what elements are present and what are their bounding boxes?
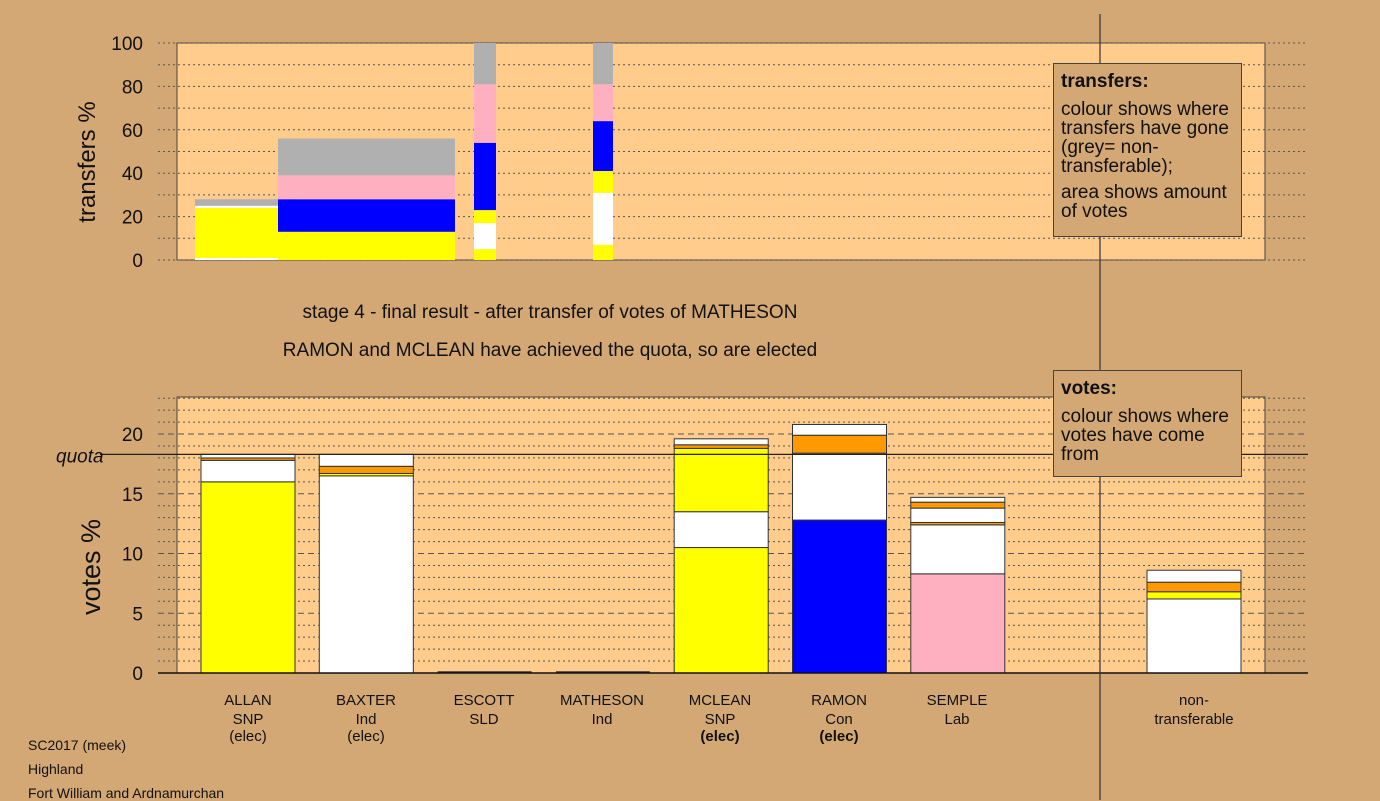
votes-tick-label: 20 [122,425,143,446]
vote-segment-SEMPLE [910,524,1006,575]
quota-label: quota [56,446,104,467]
transfer-segment-Lab [474,84,496,143]
transfer-segment-Ind [195,257,301,260]
vote-segment-non-transferable [1146,598,1242,674]
vote-segment-MCLEAN [673,547,769,674]
transfer-segment-SNP [474,210,496,224]
caption-elected: RAMON and MCLEAN have achieved the quota… [282,340,818,361]
transfer-segment-Ind [593,192,613,245]
transfer-segment-Con [474,142,496,211]
vote-segment-BAXTER [318,475,414,674]
transfers-axis-label: transfers % [74,101,101,222]
candidate-label: non-transferable [1139,691,1249,729]
vote-segment-ALLAN [200,481,296,674]
votes-tick-label: 10 [122,545,143,566]
candidate-name: RAMON [811,692,867,709]
candidate-status: (elec) [347,728,385,745]
votes-tick-label: 15 [122,485,143,506]
candidate-name: SEMPLE [926,692,988,709]
vote-segment-RAMON [792,423,887,436]
transfers-tick-label: 20 [122,208,143,229]
transfers-tick-label: 100 [111,34,143,55]
candidate-name: BAXTER [335,692,396,709]
vote-segment-ALLAN [200,459,296,483]
vote-segment-SEMPLE [910,501,1006,509]
candidate-party: Ind [355,711,377,728]
vote-segment-non-transferable [1146,569,1242,583]
vote-segment-SEMPLE [910,507,1006,523]
transfer-segment-Con [278,199,455,232]
transfer-segment-SNP [474,249,496,260]
footer-election: SC2017 (meek) [28,737,127,753]
transfer-segment-Lab [593,84,613,122]
candidate-label: MATHESON Ind [547,691,657,729]
candidate-name: ESCOTT [453,692,515,709]
transfer-segment-non_transferable [195,199,301,206]
votes-tick-label: 5 [132,604,143,625]
candidate-name: MCLEAN [688,692,752,709]
votes-tick-label: 0 [132,664,143,685]
candidate-party: Con [825,711,853,728]
transfer-segment-Con [593,121,613,172]
transfers-legend-title: transfers: [1061,71,1149,92]
votes-legend-title: votes: [1061,378,1117,399]
vote-segment-MCLEAN [673,444,769,449]
transfers-legend-area: area shows amount of votes [1061,182,1227,222]
candidate-label: BAXTER Ind (elec) [311,691,421,746]
vote-segment-non-transferable [1146,581,1242,593]
candidate-party: SLD [469,711,499,728]
candidate-status: (elec) [819,728,859,745]
transfer-segment-SNP [593,244,613,260]
transfer-segment-SNP [593,171,613,193]
transfer-segment-non_transferable [278,138,455,176]
footer-ward: Fort William and Ardnamurchan [28,785,225,801]
vote-segment-BAXTER [318,453,414,467]
candidate-label: RAMON Con (elec) [784,691,894,746]
footer-council: Highland [28,761,84,777]
vote-segment-MCLEAN [673,511,769,549]
vote-segment-RAMON [792,519,887,674]
transfer-segment-SNP [278,231,455,260]
transfer-segment-non_transferable [474,43,496,85]
candidate-label: SEMPLE Lab [902,691,1012,729]
votes-legend: votes: colour shows where votes have com… [1053,370,1242,477]
candidate-party: SNP [704,711,736,728]
candidate-label: ESCOTT SLD [429,691,539,729]
candidate-name: non- [1178,692,1210,709]
vote-segment-SEMPLE [910,573,1006,674]
transfers-legend: transfers: colour shows where transfers … [1053,63,1242,237]
transfers-tick-label: 0 [132,251,143,272]
candidate-party: transferable [1154,711,1234,728]
vote-segment-BAXTER [318,465,414,474]
candidate-status: (elec) [700,728,740,745]
candidate-label: ALLAN SNP (elec) [193,691,303,746]
candidate-party: Ind [591,711,613,728]
vote-segment-MCLEAN [673,447,769,513]
transfer-segment-non_transferable [593,43,613,85]
candidate-label: MCLEAN SNP (elec) [665,691,775,746]
vote-segment-RAMON [792,434,887,454]
caption-stage: stage 4 - final result - after transfer … [302,302,798,323]
vote-segment-SEMPLE [910,496,1006,503]
vote-segment-MCLEAN [673,438,769,446]
transfer-segment-Lab [278,175,455,200]
vote-segment-non-transferable [1146,591,1242,600]
votes-axis-label: votes % [76,519,106,615]
candidate-name: MATHESON [560,692,644,709]
transfer-segment-Ind [474,223,496,250]
candidate-status: (elec) [229,728,267,745]
transfer-segment-Ind [195,205,301,208]
candidate-party: SNP [232,711,264,728]
candidate-party: Lab [944,711,970,728]
transfers-legend-colour: colour shows where transfers have gone (… [1061,99,1229,177]
transfers-tick-label: 40 [122,164,143,185]
votes-legend-colour: colour shows where votes have come from [1061,406,1229,465]
candidate-name: ALLAN [224,692,272,709]
vote-segment-RAMON [792,452,887,521]
transfers-tick-label: 60 [122,121,143,142]
transfers-tick-label: 80 [122,77,143,98]
